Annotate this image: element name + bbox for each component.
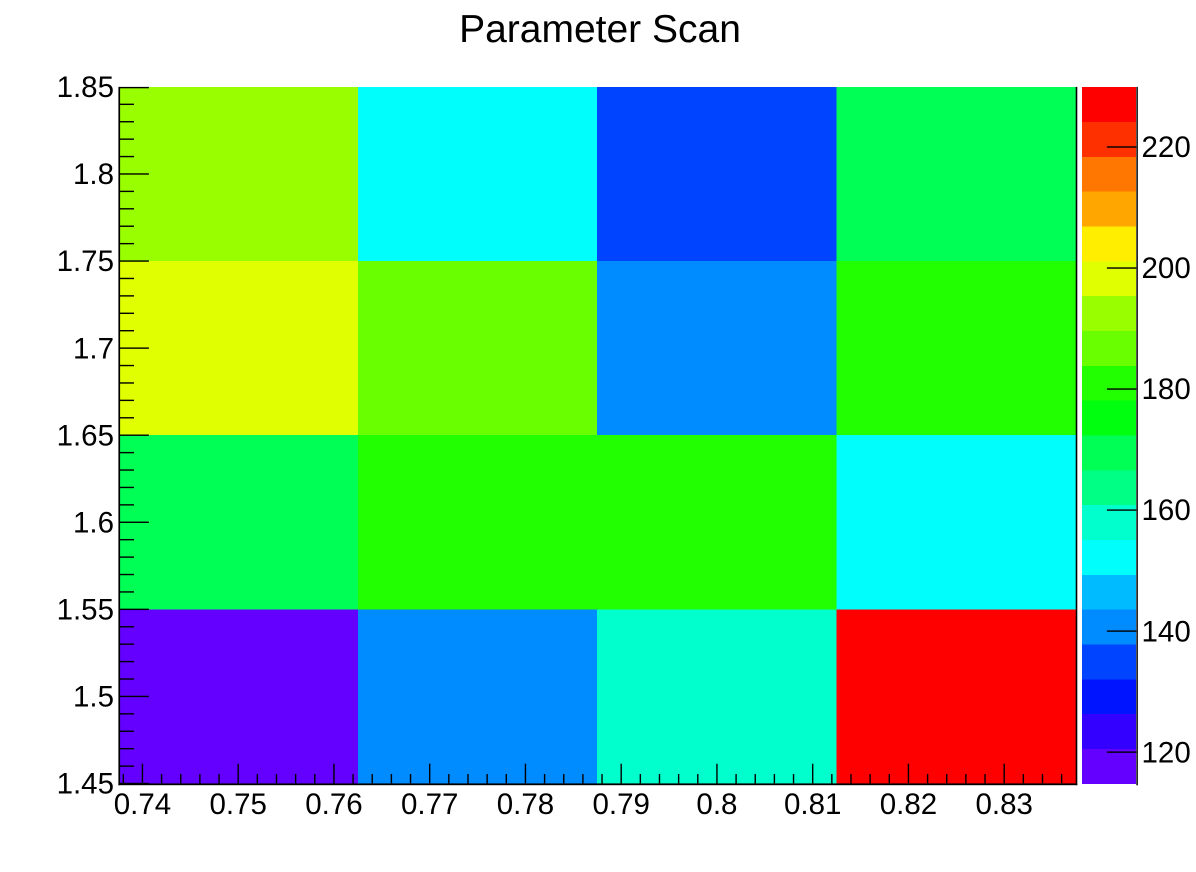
svg-text:1.7: 1.7 [73, 332, 114, 365]
svg-text:1.85: 1.85 [57, 71, 114, 104]
svg-text:1.5: 1.5 [73, 681, 114, 714]
svg-text:1.65: 1.65 [57, 419, 114, 452]
svg-text:0.79: 0.79 [592, 788, 649, 821]
svg-text:200: 200 [1142, 252, 1191, 285]
svg-text:1.75: 1.75 [57, 245, 114, 278]
svg-text:0.76: 0.76 [305, 788, 362, 821]
svg-text:120: 120 [1142, 736, 1191, 769]
svg-text:1.55: 1.55 [57, 594, 114, 627]
svg-text:0.75: 0.75 [209, 788, 266, 821]
svg-text:0.83: 0.83 [975, 788, 1032, 821]
svg-text:1.6: 1.6 [73, 506, 114, 539]
svg-text:0.78: 0.78 [497, 788, 554, 821]
svg-text:0.82: 0.82 [880, 788, 937, 821]
svg-text:0.77: 0.77 [401, 788, 458, 821]
svg-text:160: 160 [1142, 494, 1191, 527]
svg-text:0.8: 0.8 [696, 788, 737, 821]
svg-text:180: 180 [1142, 373, 1191, 406]
svg-text:0.81: 0.81 [784, 788, 841, 821]
svg-text:1.45: 1.45 [57, 768, 114, 801]
svg-text:220: 220 [1142, 131, 1191, 164]
svg-text:0.74: 0.74 [114, 788, 171, 821]
svg-text:Parameter Scan: Parameter Scan [459, 8, 741, 51]
svg-text:1.8: 1.8 [73, 158, 114, 191]
svg-text:140: 140 [1142, 615, 1191, 648]
